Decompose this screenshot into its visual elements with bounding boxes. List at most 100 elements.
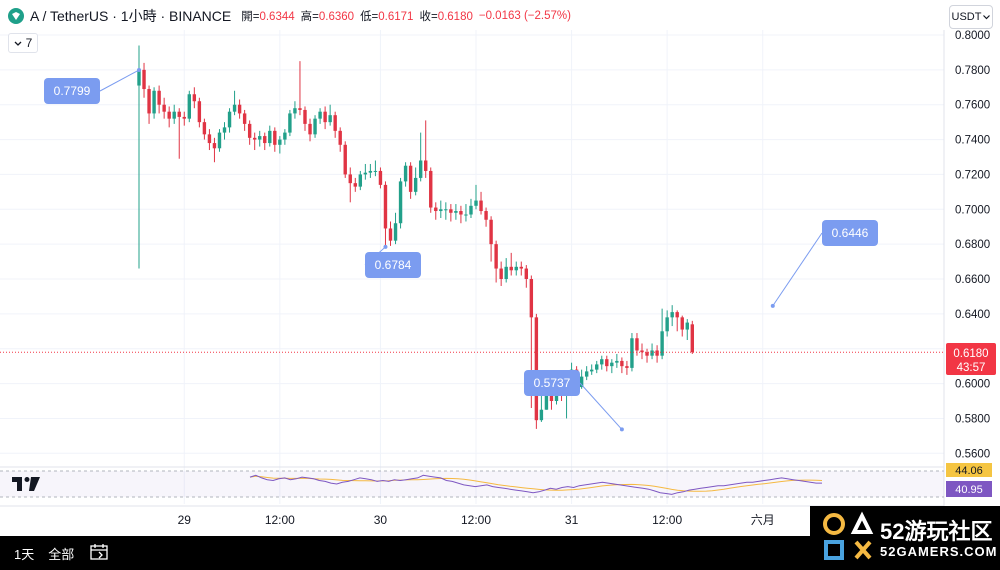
price-tick-label: 0.7200 [955, 169, 990, 181]
rsi-band [0, 471, 944, 497]
time-tick-label: 12:00 [461, 513, 491, 527]
annotation-anchor [383, 244, 388, 249]
candle-body [610, 362, 614, 367]
annotation-anchor [770, 303, 775, 308]
candle-body [620, 360, 624, 367]
candle [429, 167, 433, 213]
time-tick-label: 31 [565, 513, 579, 527]
candle-body [323, 111, 327, 123]
candle [489, 216, 493, 262]
candle-body [403, 165, 408, 182]
price-tick-label: 0.7800 [955, 65, 990, 77]
candle [474, 184, 478, 210]
price-tick-label: 0.8000 [955, 30, 990, 42]
candle-body [509, 266, 513, 271]
annotation-label: 0.6446 [832, 226, 869, 240]
symbol-title[interactable]: A / TetherUS · 1小時 · BINANCE [30, 8, 232, 24]
candle [494, 240, 498, 283]
candle [459, 205, 463, 224]
candle [625, 360, 629, 375]
candle-body [283, 132, 287, 140]
candle-body [227, 111, 232, 128]
candle [378, 167, 383, 189]
candle-body [328, 115, 332, 123]
candle-body [434, 207, 438, 212]
candle [298, 61, 302, 116]
candle-body [413, 177, 418, 192]
candle-body [584, 371, 589, 377]
price-tick-label: 0.6800 [955, 239, 990, 251]
annotation-label: 0.7799 [54, 84, 91, 98]
candle [605, 355, 609, 372]
candle [413, 167, 418, 196]
candle-body [273, 130, 277, 145]
close-label: 收= [419, 11, 438, 23]
candle-body [268, 130, 272, 144]
range-all-button[interactable]: 全部 [48, 546, 75, 562]
candle-body [504, 266, 508, 280]
candle [197, 97, 202, 128]
candle-body [690, 324, 694, 353]
candle-body [449, 209, 453, 213]
candle-body [655, 350, 659, 356]
candle [147, 85, 151, 124]
ohlc-low: 低=0.6171 [360, 8, 413, 24]
candle [539, 392, 544, 422]
rsi-upper-tag-bg [946, 463, 992, 477]
rsi-upper-tag: 44.06 [955, 465, 983, 477]
candle [182, 111, 186, 126]
annotation-box [822, 220, 878, 246]
candle-body [293, 108, 297, 114]
candle [620, 357, 624, 374]
last-price-tag-bg [946, 343, 996, 375]
candle [313, 115, 317, 138]
time-tick-label: 29 [178, 513, 192, 527]
candle [610, 359, 614, 374]
candle-body [494, 244, 498, 269]
chevron-down-icon [983, 11, 991, 23]
candle-body [393, 223, 398, 241]
candle-body [529, 279, 534, 318]
candle-body [650, 350, 654, 356]
candle-body [278, 139, 282, 145]
go-to-date-icon[interactable] [90, 543, 108, 563]
candle-body [353, 183, 357, 187]
high-label: 高= [300, 11, 319, 23]
candle-body [645, 352, 649, 356]
annotation-box [44, 78, 100, 104]
candle-body [147, 89, 151, 114]
candle [660, 308, 664, 360]
candle [403, 162, 408, 187]
candle [242, 109, 247, 131]
candle [444, 202, 448, 220]
price-annotation: 0.5737 [524, 370, 624, 432]
candle-body [383, 184, 388, 229]
price-tick-label: 0.6400 [955, 309, 990, 321]
candle [308, 118, 312, 142]
candle-body [363, 172, 368, 175]
candle [263, 132, 267, 151]
last-price-tag: 0.6180 43:57 [946, 343, 996, 375]
candle-body [524, 268, 529, 280]
range-1d-button[interactable]: 1天 [14, 546, 35, 562]
currency-label: USDT [951, 11, 982, 23]
rsi-ma-line [249, 475, 823, 492]
candle [630, 333, 634, 372]
candle [650, 343, 654, 360]
candle [212, 137, 217, 163]
price-tick-label: 0.7400 [955, 135, 990, 147]
candle [162, 97, 166, 119]
low-value: 0.6171 [378, 11, 414, 23]
currency-selector[interactable]: USDT [949, 5, 993, 29]
candle-body [595, 364, 599, 370]
candle-body [192, 94, 197, 102]
close-value: 0.6180 [437, 11, 473, 23]
tradingview-logo-icon[interactable] [10, 473, 44, 498]
candle [424, 120, 428, 178]
candle [368, 163, 373, 178]
indicator-toggle[interactable]: 7 [8, 33, 38, 53]
candle [655, 345, 659, 363]
candle-body [660, 331, 664, 356]
annotation-anchor [619, 427, 624, 432]
